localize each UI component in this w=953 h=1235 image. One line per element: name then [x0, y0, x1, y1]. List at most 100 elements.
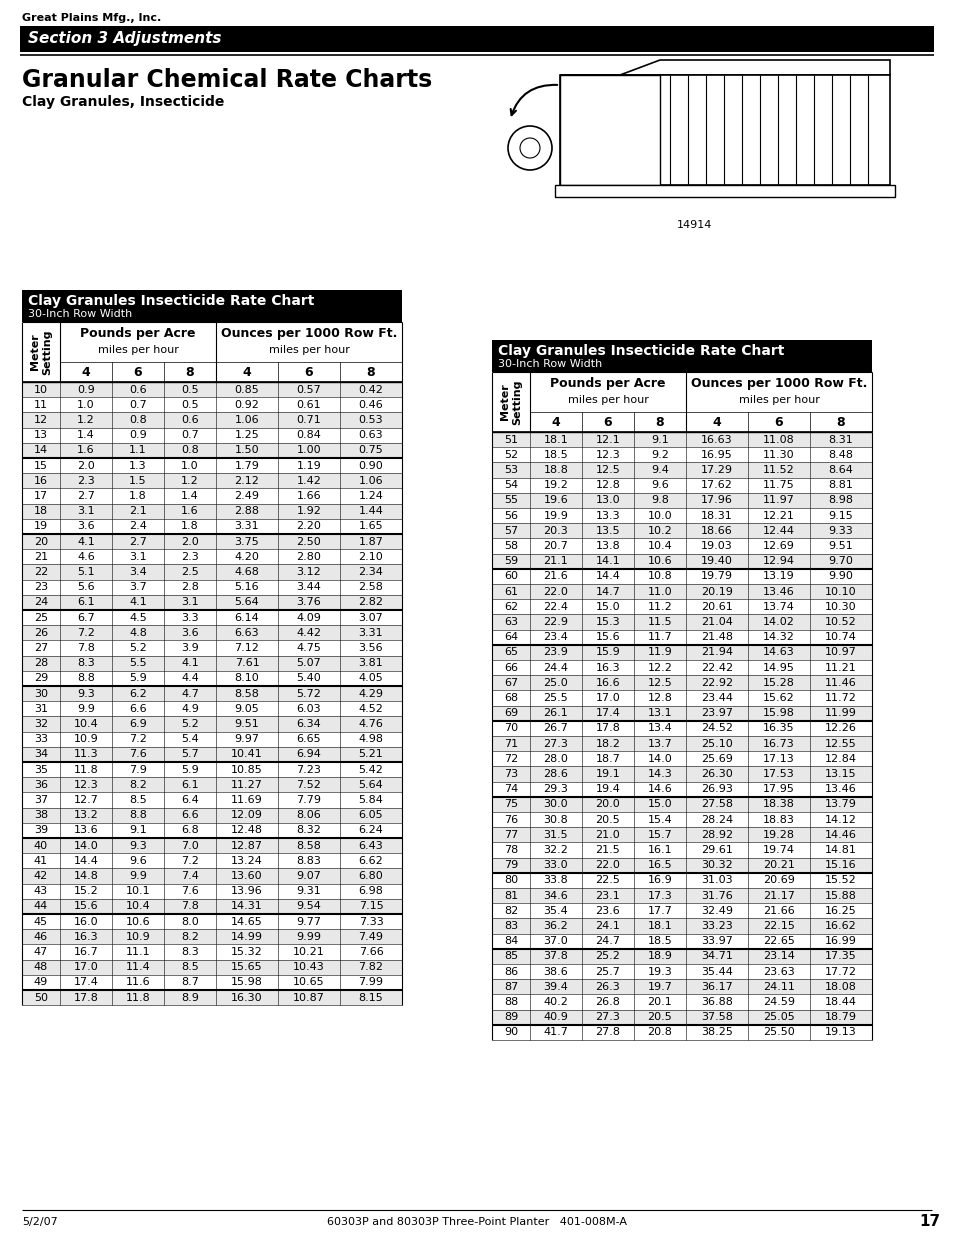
Text: miles per hour: miles per hour — [97, 345, 178, 354]
Bar — [492, 462, 871, 478]
Text: 21.1: 21.1 — [543, 556, 568, 566]
Text: 13.8: 13.8 — [595, 541, 619, 551]
Text: 6.34: 6.34 — [296, 719, 321, 729]
Text: 22.15: 22.15 — [762, 921, 794, 931]
Text: 21.17: 21.17 — [762, 890, 794, 900]
Text: Ounces per 1000 Row Ft.: Ounces per 1000 Row Ft. — [690, 378, 866, 390]
Text: 1.87: 1.87 — [358, 536, 383, 547]
Bar — [22, 398, 401, 412]
Bar — [492, 782, 871, 797]
Text: 19.6: 19.6 — [543, 495, 568, 505]
Text: 21.5: 21.5 — [595, 845, 619, 855]
Text: 8.9: 8.9 — [181, 993, 199, 1003]
Bar — [22, 960, 401, 974]
Text: 2.3: 2.3 — [181, 552, 198, 562]
Text: 16.7: 16.7 — [73, 947, 98, 957]
Text: 40.2: 40.2 — [543, 997, 568, 1007]
Text: 13.2: 13.2 — [73, 810, 98, 820]
Bar — [22, 747, 401, 762]
Text: 38: 38 — [34, 810, 48, 820]
Text: 31.76: 31.76 — [700, 890, 732, 900]
Text: 15.2: 15.2 — [73, 887, 98, 897]
Text: 20.7: 20.7 — [543, 541, 568, 551]
Text: 2.0: 2.0 — [181, 536, 198, 547]
Bar — [555, 185, 894, 198]
Text: 6.94: 6.94 — [296, 750, 321, 760]
Text: 2.0: 2.0 — [77, 461, 94, 471]
Text: 35.4: 35.4 — [543, 905, 568, 916]
Text: 3.81: 3.81 — [358, 658, 383, 668]
Text: 1.0: 1.0 — [77, 400, 94, 410]
Text: Clay Granules, Insecticide: Clay Granules, Insecticide — [22, 95, 224, 109]
Bar — [492, 447, 871, 462]
Text: 0.8: 0.8 — [129, 415, 147, 425]
Text: 33.97: 33.97 — [700, 936, 732, 946]
Text: 0.7: 0.7 — [181, 430, 198, 440]
Text: 15.3: 15.3 — [595, 618, 619, 627]
Text: 13.46: 13.46 — [824, 784, 856, 794]
Text: 11.21: 11.21 — [824, 663, 856, 673]
Text: 36.17: 36.17 — [700, 982, 732, 992]
Text: 8.8: 8.8 — [129, 810, 147, 820]
Text: 10.74: 10.74 — [824, 632, 856, 642]
Text: 19.74: 19.74 — [762, 845, 794, 855]
Text: 5.5: 5.5 — [129, 658, 147, 668]
Text: 78: 78 — [503, 845, 517, 855]
Text: 17.53: 17.53 — [762, 769, 794, 779]
Text: 34.71: 34.71 — [700, 951, 732, 961]
Text: 18.8: 18.8 — [543, 466, 568, 475]
Bar — [492, 508, 871, 524]
Text: 2.3: 2.3 — [77, 475, 94, 485]
Bar — [492, 1009, 871, 1025]
Text: 17.95: 17.95 — [762, 784, 794, 794]
Text: 0.6: 0.6 — [129, 384, 147, 395]
Text: 52: 52 — [503, 450, 517, 459]
Bar — [492, 751, 871, 767]
Text: 23.9: 23.9 — [543, 647, 568, 657]
Text: 72: 72 — [503, 753, 517, 763]
Text: 1.92: 1.92 — [296, 506, 321, 516]
Bar — [22, 883, 401, 899]
Text: 9.33: 9.33 — [828, 526, 853, 536]
Text: 15.65: 15.65 — [231, 962, 262, 972]
Text: Meter
Setting: Meter Setting — [30, 330, 51, 374]
Text: 8.0: 8.0 — [181, 916, 198, 926]
Text: 10.43: 10.43 — [293, 962, 325, 972]
Text: 24.59: 24.59 — [762, 997, 794, 1007]
Text: 18.5: 18.5 — [647, 936, 672, 946]
Text: 77: 77 — [503, 830, 517, 840]
Text: 2.4: 2.4 — [129, 521, 147, 531]
Text: 37.8: 37.8 — [543, 951, 568, 961]
Text: 16.0: 16.0 — [73, 916, 98, 926]
Text: 25.10: 25.10 — [700, 739, 732, 748]
Text: 7.2: 7.2 — [77, 627, 95, 637]
Text: 22.42: 22.42 — [700, 663, 732, 673]
Text: Clay Granules Insecticide Rate Chart: Clay Granules Insecticide Rate Chart — [28, 294, 314, 308]
Text: 2.10: 2.10 — [358, 552, 383, 562]
Text: 12.09: 12.09 — [231, 810, 263, 820]
Text: 1.42: 1.42 — [296, 475, 321, 485]
Text: 1.24: 1.24 — [358, 492, 383, 501]
Text: 4.68: 4.68 — [234, 567, 259, 577]
Text: 5.1: 5.1 — [77, 567, 94, 577]
Text: 31.03: 31.03 — [700, 876, 732, 885]
Text: 5.7: 5.7 — [181, 750, 198, 760]
Text: 14.65: 14.65 — [231, 916, 263, 926]
Text: 13.0: 13.0 — [595, 495, 619, 505]
Text: 6.80: 6.80 — [358, 871, 383, 881]
Text: 10.52: 10.52 — [824, 618, 856, 627]
Bar — [22, 382, 401, 398]
Bar — [492, 538, 871, 553]
Text: 0.75: 0.75 — [358, 446, 383, 456]
Text: 13.1: 13.1 — [647, 708, 672, 719]
Text: 22.5: 22.5 — [595, 876, 619, 885]
Text: 8.81: 8.81 — [828, 480, 853, 490]
Text: 16.3: 16.3 — [73, 931, 98, 942]
Text: 18.31: 18.31 — [700, 510, 732, 521]
Text: 8.06: 8.06 — [296, 810, 321, 820]
Text: 31: 31 — [34, 704, 48, 714]
Text: 6: 6 — [774, 416, 782, 430]
Text: 6.8: 6.8 — [181, 825, 198, 835]
Bar — [492, 873, 871, 888]
Text: 14.8: 14.8 — [73, 871, 98, 881]
